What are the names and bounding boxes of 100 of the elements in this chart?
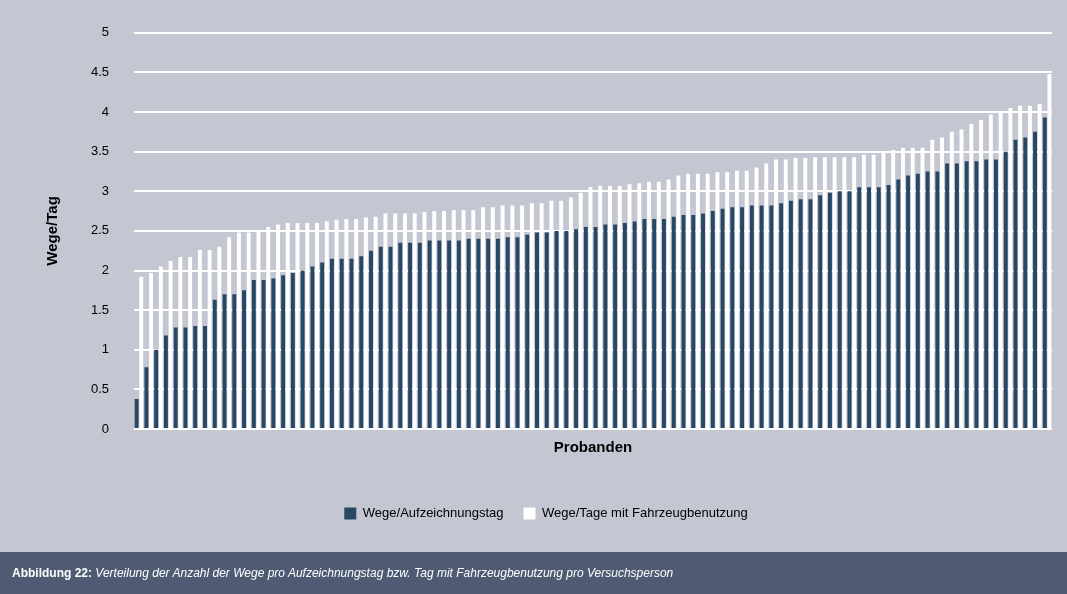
bar xyxy=(671,216,676,428)
bar xyxy=(447,240,452,428)
legend-label: Wege/Tage mit Fahrzeugbenutzung xyxy=(541,505,748,521)
y-tick-label: 0 xyxy=(101,420,110,436)
bar xyxy=(369,250,373,428)
bar xyxy=(290,272,295,428)
bar xyxy=(583,226,588,428)
bar xyxy=(535,232,539,428)
bar xyxy=(144,367,149,428)
y-tick-label: 2.5 xyxy=(90,222,110,238)
y-tick-label: 3.5 xyxy=(90,143,110,159)
bar xyxy=(359,256,364,428)
bar xyxy=(837,191,842,428)
bar xyxy=(857,187,862,428)
bar xyxy=(242,290,247,428)
bar xyxy=(827,192,832,428)
y-tick-label: 3 xyxy=(101,182,110,198)
bar xyxy=(691,215,696,428)
bar xyxy=(544,232,549,428)
bar xyxy=(593,226,598,428)
bar xyxy=(1003,151,1008,428)
bar xyxy=(427,240,432,428)
bar xyxy=(232,294,237,428)
bar xyxy=(759,205,764,428)
bar xyxy=(925,171,930,428)
bar xyxy=(818,195,823,428)
bar xyxy=(730,207,735,428)
bar xyxy=(935,171,940,428)
y-tick-label: 5 xyxy=(101,24,110,40)
bar xyxy=(163,335,168,428)
bar xyxy=(915,173,920,428)
bar xyxy=(1023,137,1028,428)
bar xyxy=(642,219,647,428)
bar xyxy=(339,258,344,428)
bar xyxy=(495,238,500,428)
text: Verteilung der Anzahl der Wege pro Aufzeichnungstag bzw. Tag mit Fahrzeugbenutzung pro Versuchsperson xyxy=(95,566,674,580)
bar xyxy=(388,246,393,428)
text: Abbildung 22: xyxy=(12,566,92,580)
bar xyxy=(896,179,901,428)
bar xyxy=(203,325,207,428)
bar xyxy=(769,205,774,428)
bar xyxy=(808,199,813,428)
bar xyxy=(954,163,959,428)
bar xyxy=(994,159,998,428)
y-axis-title: Wege/Tag xyxy=(43,196,61,266)
bar xyxy=(632,221,637,428)
y-tick-label: 0.5 xyxy=(90,380,110,396)
y-tick-label: 4.5 xyxy=(90,64,110,79)
bar xyxy=(1033,131,1037,428)
bar xyxy=(574,229,579,428)
bar xyxy=(964,161,969,428)
bar xyxy=(408,242,413,428)
bar xyxy=(154,349,159,428)
bar xyxy=(251,280,256,428)
bar xyxy=(984,159,989,428)
bar xyxy=(417,242,422,428)
bar xyxy=(1042,117,1047,428)
bar xyxy=(613,224,618,428)
bar xyxy=(183,327,188,428)
bar xyxy=(349,258,354,428)
bar xyxy=(378,246,383,428)
bar xyxy=(710,211,715,428)
bar xyxy=(622,222,627,428)
bar xyxy=(320,262,325,428)
bar xyxy=(398,242,403,428)
bar xyxy=(564,230,569,428)
bar xyxy=(974,161,979,428)
bar xyxy=(525,234,530,428)
bar xyxy=(505,237,510,428)
bar xyxy=(310,266,315,428)
y-tick-label: 4 xyxy=(101,103,110,119)
bar xyxy=(945,163,950,428)
bar xyxy=(456,240,461,428)
bar xyxy=(661,219,666,428)
bar xyxy=(749,205,754,428)
bar xyxy=(486,238,491,428)
y-tick-label: 1.5 xyxy=(90,301,110,317)
bar xyxy=(652,219,657,428)
bar xyxy=(886,184,891,428)
bar xyxy=(271,278,276,428)
bar xyxy=(476,238,481,428)
y-tick-label: 2 xyxy=(101,262,110,278)
bar xyxy=(281,275,286,428)
bar xyxy=(193,325,198,428)
bar xyxy=(701,213,705,428)
bar xyxy=(876,187,881,428)
bar xyxy=(779,203,784,428)
bar xyxy=(740,207,745,428)
x-axis-title: Probanden xyxy=(553,438,633,456)
bar xyxy=(720,208,725,428)
bar xyxy=(261,280,266,428)
bar xyxy=(554,230,559,428)
bar xyxy=(798,199,803,428)
bar xyxy=(603,224,608,428)
y-tick-label: 1 xyxy=(101,341,110,357)
bar xyxy=(173,327,178,428)
bar xyxy=(212,299,217,428)
bar xyxy=(134,398,139,428)
bar xyxy=(300,270,305,428)
bar xyxy=(329,258,334,428)
